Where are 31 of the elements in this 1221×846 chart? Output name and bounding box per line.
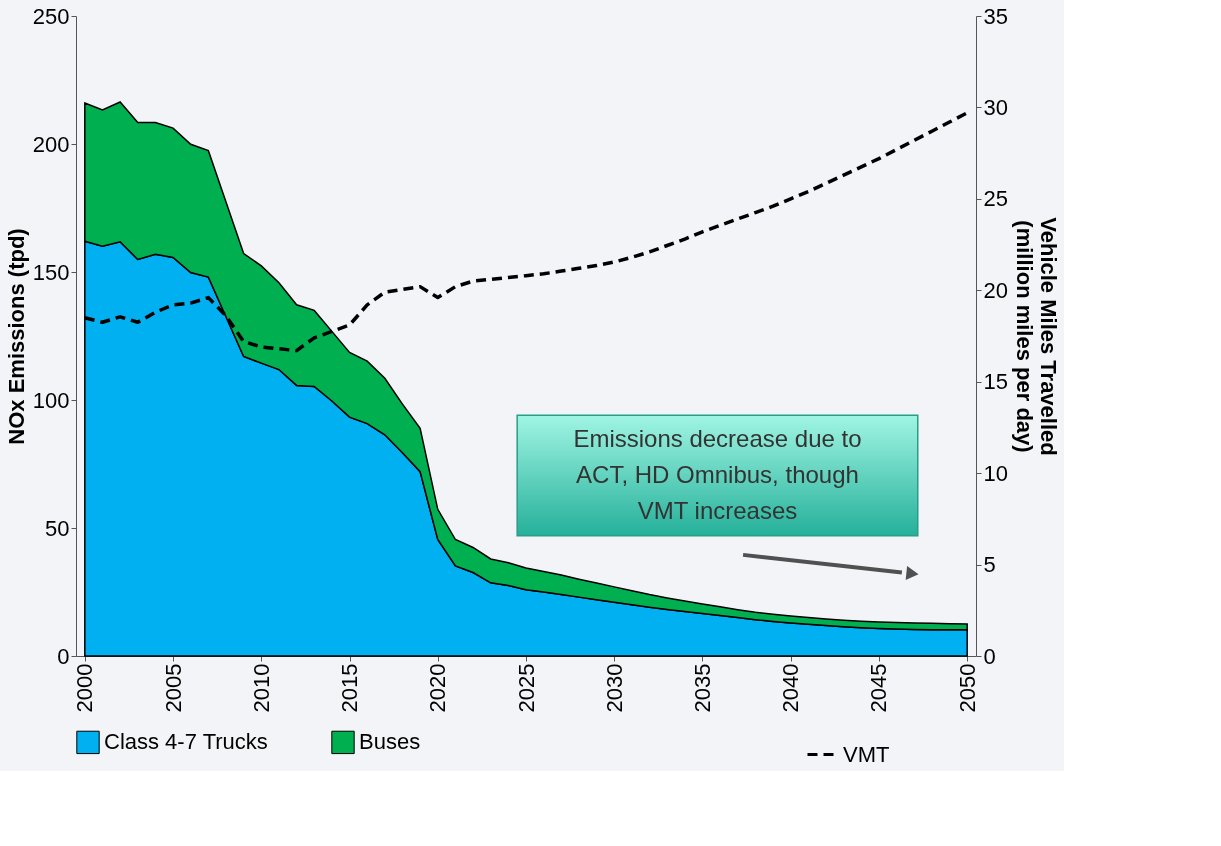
x-tick-label: 2015 [337, 663, 363, 713]
x-tick-label: 2025 [513, 663, 539, 713]
x-tick-label: 2030 [601, 663, 627, 713]
y2-tick-label: 10 [983, 460, 1008, 486]
y-axis-title: NOx Emissions (tpd) [3, 228, 29, 445]
x-tick-label: 2005 [160, 663, 186, 713]
y-tick-label: 250 [32, 3, 70, 29]
y-tick-label: 200 [32, 131, 70, 157]
y2-tick-label: 5 [983, 552, 996, 578]
y2-axis-title: Vehicle Miles Travelled (million miles per day) [1011, 217, 1061, 456]
legend-label: Class 4-7 Trucks [104, 729, 268, 755]
y-tick-label: 100 [32, 387, 70, 413]
x-tick-label: 2000 [72, 663, 98, 713]
y-tick-label: 0 [57, 643, 70, 669]
y-tick-label: 50 [45, 515, 70, 541]
legend-label: VMT [843, 741, 890, 767]
y2-tick-label: 20 [983, 277, 1008, 303]
legend-label: Buses [359, 729, 421, 755]
y-tick-label: 150 [32, 259, 70, 285]
x-tick-label: 2035 [689, 663, 715, 713]
y2-tick-label: 30 [983, 94, 1008, 120]
x-tick-label: 2040 [778, 663, 804, 713]
x-tick-label: 2050 [954, 663, 980, 713]
x-tick-label: 2020 [425, 663, 451, 713]
y2-tick-label: 15 [983, 369, 1008, 395]
annotation: Emissions decrease due to ACT, HD Omnibus, though VMT increases [573, 424, 862, 524]
y2-tick-label: 0 [983, 643, 996, 669]
x-tick-label: 2045 [866, 663, 892, 713]
x-tick-label: 2010 [248, 663, 274, 713]
y2-tick-label: 25 [983, 186, 1008, 212]
y2-tick-label: 35 [983, 3, 1008, 29]
